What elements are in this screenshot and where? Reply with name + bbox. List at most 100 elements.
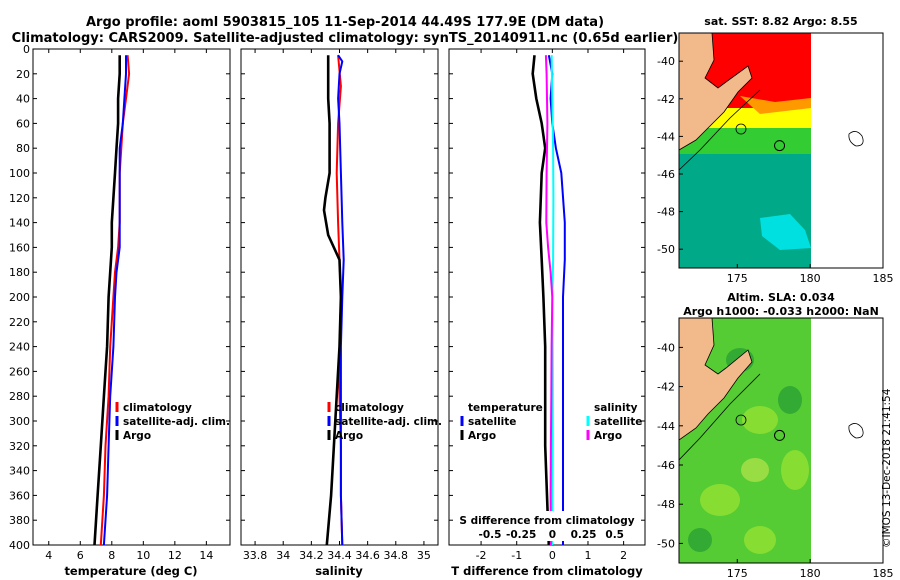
- sla-chatham-island: [735, 414, 747, 426]
- sla-float-position-marker: [774, 429, 786, 441]
- y-tick-label: 80: [16, 142, 30, 155]
- legend-label-t-satellite: satellite: [468, 416, 516, 428]
- secondary-s-axis: S difference from climatology -0.5 -0.25 0…: [455, 511, 640, 541]
- secondary-x-tick-label: 0: [549, 529, 556, 541]
- figure-title-line1: Argo profile: aoml 5903815_105 11-Sep-20…: [86, 15, 604, 30]
- legend-header-temperature: temperature: [468, 402, 543, 414]
- sla-blob: [778, 386, 802, 414]
- map-x-tick-label: 175: [727, 272, 748, 285]
- y-tick-label: 40: [16, 93, 30, 106]
- y-tick-label: 0: [23, 43, 30, 56]
- secondary-x-axis-label: S difference from climatology: [459, 515, 634, 527]
- x-tick-label: 34.8: [384, 549, 409, 562]
- legend-label-climatology: climatology: [335, 402, 404, 414]
- temperature-x-axis-label: temperature (deg C): [64, 564, 197, 578]
- sst-map: sat. SST: 8.82 Argo: 8.55 175 180 185 -40 -4…: [657, 15, 893, 285]
- map-y-tick-label: -44: [657, 130, 675, 143]
- map-x-tick-label: 180: [800, 567, 821, 580]
- map-x-tick-label: 180: [800, 272, 821, 285]
- difference-legend: temperature salinity satellite Argo sate…: [460, 402, 642, 442]
- map-x-tick-label: 185: [873, 567, 894, 580]
- x-tick-label: 35: [417, 549, 431, 562]
- y-tick-label: 20: [16, 68, 30, 81]
- figure-title-line2: Climatology: CARS2009. Satellite-adjuste…: [12, 31, 679, 46]
- y-tick-label: 120: [9, 192, 30, 205]
- x-tick-label: 34: [276, 549, 290, 562]
- imos-credit: ©IMOS 13-Dec-2018 21:41:54: [881, 388, 893, 548]
- x-tick-label: -2: [476, 549, 487, 562]
- sla-blob: [741, 458, 769, 482]
- sst-float-position-marker: [774, 140, 786, 152]
- x-tick-label: 34.2: [299, 549, 324, 562]
- map-y-tick-label: -42: [657, 381, 675, 394]
- map-x-tick-label: 175: [727, 567, 748, 580]
- y-tick-label: 240: [9, 341, 30, 354]
- series-line-temperature-argo: [531, 55, 551, 545]
- legend-header-salinity: salinity: [594, 402, 638, 414]
- sla-contour: [679, 373, 761, 461]
- series-line-salinity-satellite: [550, 55, 555, 545]
- y-tick-label: 360: [9, 489, 30, 502]
- sst-chatham-island: [735, 123, 747, 135]
- y-tick-label: 200: [9, 291, 30, 304]
- y-tick-label: 260: [9, 365, 30, 378]
- x-tick-label: -1: [511, 549, 522, 562]
- legend-label-argo: Argo: [123, 430, 151, 442]
- sla-map-frame: [678, 317, 884, 564]
- sst-bounty-island: [848, 131, 864, 147]
- map-y-tick-label: -44: [657, 420, 675, 433]
- x-tick-label: 1: [584, 549, 591, 562]
- series-line-argo: [322, 55, 343, 545]
- sla-blob: [744, 526, 776, 554]
- x-tick-label: 34.4: [327, 549, 352, 562]
- salinity-panel: 33.8 34 34.2 34.4 34.6 34.8 35 climatology sat…: [240, 48, 442, 578]
- sst-map-frame: [678, 32, 884, 269]
- sst-cyan-patch: [760, 214, 811, 250]
- map-y-tick-label: -46: [657, 459, 675, 472]
- secondary-axis-background: [455, 511, 640, 541]
- legend-label-satellite-adj: satellite-adj. clim.: [335, 416, 442, 428]
- map-y-tick-label: -50: [657, 243, 675, 256]
- sst-orange-band: [740, 96, 811, 114]
- x-tick-label: 6: [77, 549, 84, 562]
- map-y-tick-label: -46: [657, 168, 675, 181]
- series-line-salinity-argo: [544, 55, 554, 545]
- sla-blob: [781, 450, 809, 490]
- series-line-satellite-adj-clim: [102, 55, 127, 545]
- series-line-satellite-adj-clim: [337, 54, 345, 545]
- x-tick-label: 10: [136, 549, 150, 562]
- temperature-panel: 0 20 40 60 80 100 120 140 160 180 200 220 240 260 280 3…: [9, 43, 231, 578]
- legend-label-s-argo: Argo: [594, 430, 622, 442]
- y-tick-label: 280: [9, 390, 30, 403]
- map-y-tick-label: -48: [657, 498, 675, 511]
- sla-map-title-line1: Altim. SLA: 0.034: [727, 291, 835, 304]
- y-tick-label: 220: [9, 316, 30, 329]
- secondary-x-tick-label: 0.25: [571, 529, 597, 541]
- secondary-x-tick-label: -0.25: [506, 529, 536, 541]
- map-y-tick-label: -48: [657, 206, 675, 219]
- map-y-tick-label: -40: [657, 341, 675, 354]
- series-line-argo: [93, 55, 121, 545]
- x-tick-label: 33.8: [243, 549, 268, 562]
- difference-panel: -2 -1 0 1 2 temperature salinity satellite A…: [448, 48, 646, 578]
- sla-map-title-line2: Argo h1000: -0.033 h2000: NaN: [683, 305, 879, 318]
- legend-label-s-satellite: satellite: [594, 416, 642, 428]
- sst-contour: [679, 89, 761, 171]
- x-tick-label: 14: [199, 549, 213, 562]
- temperature-legend: climatology satellite-adj. clim. Argo: [115, 402, 230, 442]
- x-tick-label: 34.6: [355, 549, 380, 562]
- y-tick-label: 100: [9, 167, 30, 180]
- x-tick-label: 2: [620, 549, 627, 562]
- sla-blob: [700, 484, 740, 516]
- sla-blob: [742, 406, 778, 434]
- y-tick-label: 60: [16, 117, 30, 130]
- legend-label-argo: Argo: [335, 430, 363, 442]
- sla-blob: [688, 528, 712, 552]
- map-y-tick-label: -42: [657, 93, 675, 106]
- x-tick-label: 4: [45, 549, 52, 562]
- y-tick-label: 340: [9, 465, 30, 478]
- y-tick-label: 180: [9, 266, 30, 279]
- sla-bounty-island: [848, 423, 864, 439]
- difference-x-axis-label: T difference from climatology: [451, 564, 643, 578]
- sst-land-newzealand: [679, 33, 753, 151]
